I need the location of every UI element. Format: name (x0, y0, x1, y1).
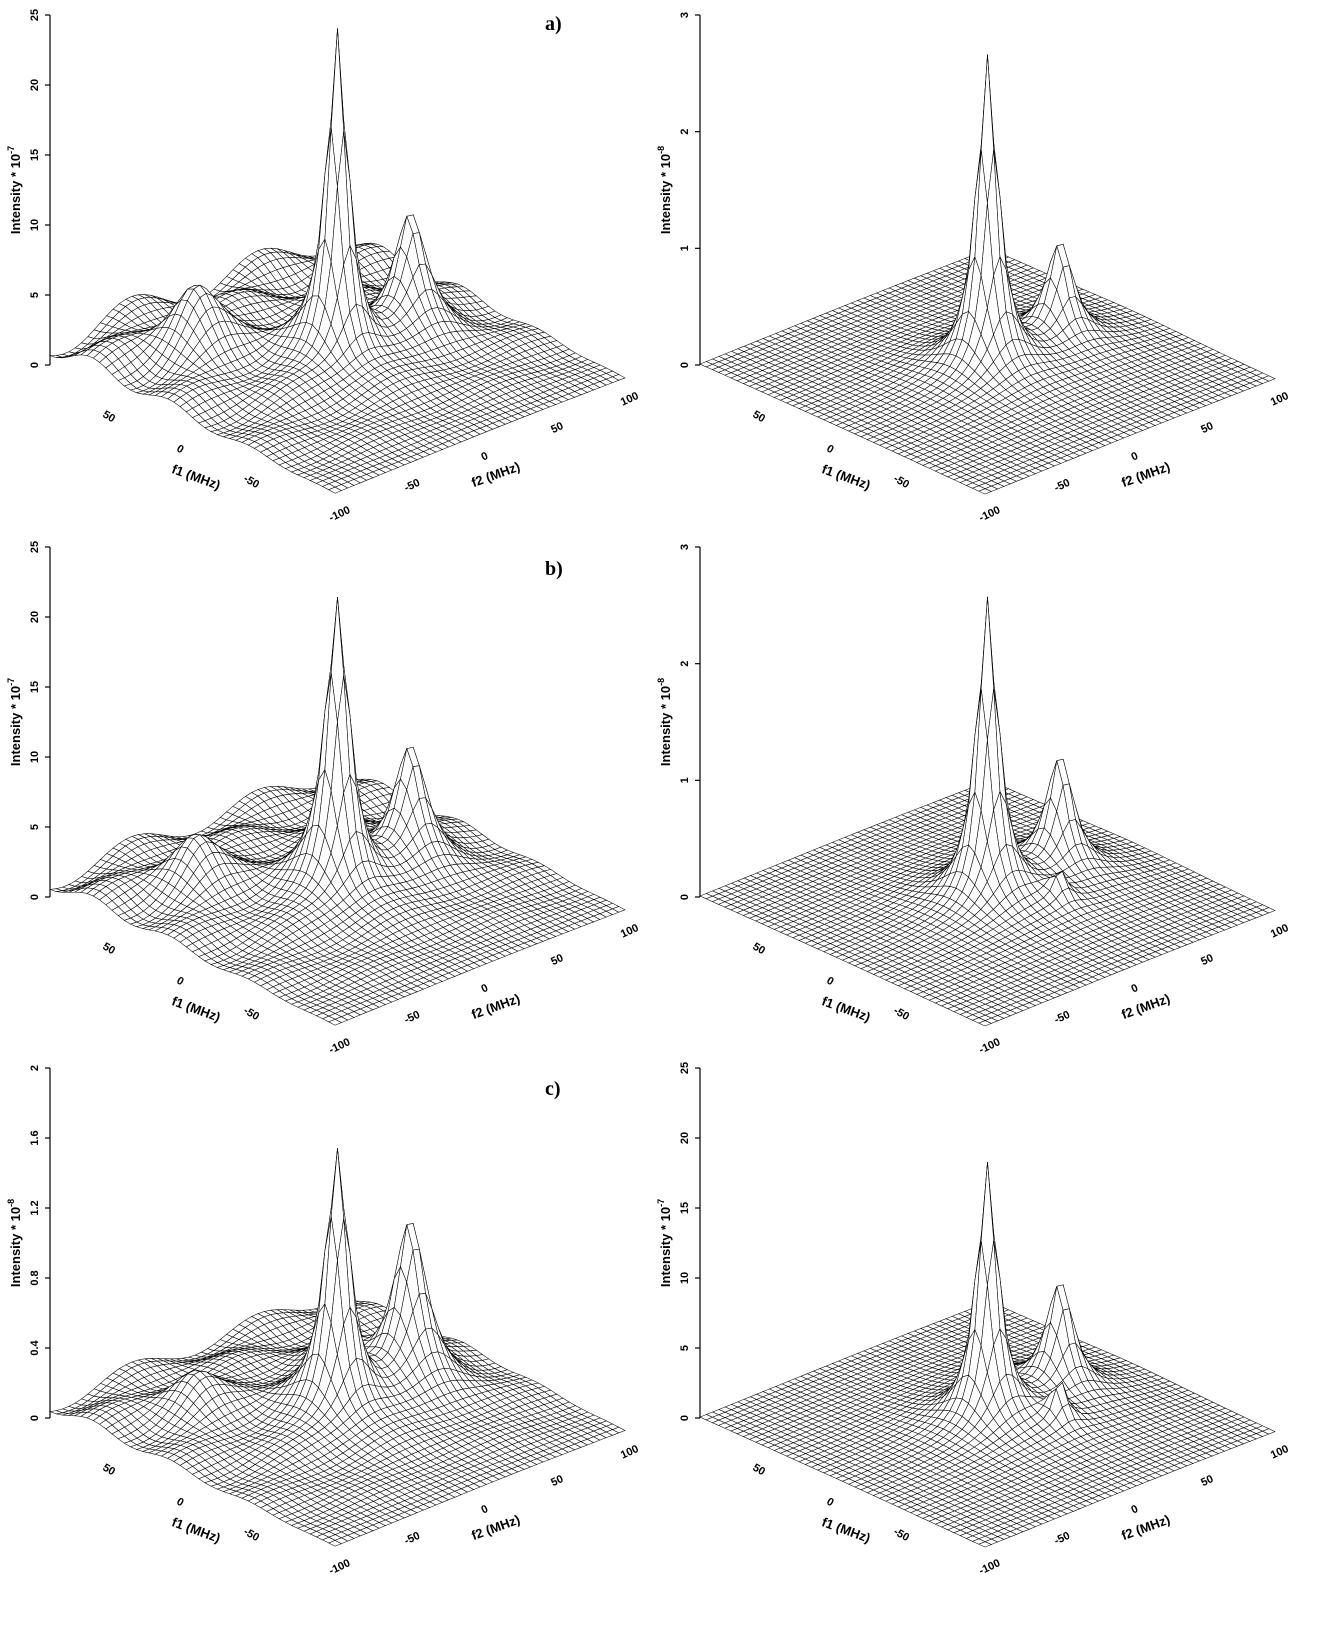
f2-tick-label: 100 (619, 390, 641, 409)
z-tick-label: 10 (29, 751, 41, 763)
z-tick-label: 25 (29, 9, 41, 21)
z-tick-label: 2 (679, 129, 691, 135)
f2-tick-label: -50 (1052, 477, 1071, 495)
z-axis-title: Intensity * 10-8 (656, 146, 673, 234)
f1-axis-title: f1 (MHz) (820, 461, 873, 492)
f1-tick-label: 0 (174, 443, 185, 456)
z-tick-label: 10 (29, 219, 41, 231)
f1-tick-label: -50 (891, 473, 911, 491)
z-tick-label: 20 (29, 611, 41, 623)
z-tick-label: 3 (679, 12, 691, 18)
z-tick-label: 15 (29, 681, 41, 693)
panel-label: a) (545, 13, 562, 35)
f1-tick-label: 50 (100, 409, 117, 426)
f2-axis-title: f2 (MHz) (469, 459, 522, 490)
z-axis-title: Intensity * 10-7 (6, 146, 23, 234)
z-tick-label: 20 (29, 79, 41, 91)
surface-mesh (699, 54, 1276, 495)
z-tick-label: 0 (29, 894, 41, 900)
z-tick-label: 0 (679, 362, 691, 368)
f1-tick-label: -50 (241, 473, 261, 491)
f2-tick-label: 50 (549, 420, 565, 436)
f2-tick-label: 100 (1269, 390, 1291, 409)
f2-tick-label: 0 (1129, 450, 1140, 463)
z-axis-title: Intensity * 10-7 (6, 678, 23, 766)
surface-mesh (49, 597, 626, 1026)
f2-tick-label: 0 (479, 450, 490, 463)
surface-mesh (49, 28, 626, 494)
surface-panel-1: 0 1 2 3 Intensity * 10-8 50 0 -50 f1 (MHz) -100 -5… (656, 12, 1291, 524)
z-tick-label: 25 (29, 541, 41, 553)
f1-axis-title: f1 (MHz) (170, 461, 223, 492)
f2-tick-label: -100 (977, 504, 1002, 524)
f2-tick-label: -100 (327, 504, 352, 524)
f1-tick-label: 50 (750, 409, 767, 426)
z-tick-label: 5 (29, 824, 41, 830)
f2-tick-label: 50 (1199, 420, 1215, 436)
z-tick-label: 1 (679, 245, 691, 251)
z-tick-label: 5 (29, 292, 41, 298)
f2-axis-title: f2 (MHz) (1119, 459, 1172, 490)
surface-panel-0: 0 5 10 15 20 25 Intensity * 10-7 50 0 -50 f1 (MHz)… (6, 9, 641, 524)
z-tick-label: 15 (29, 149, 41, 161)
f2-tick-label: -50 (402, 477, 421, 495)
z-tick-label: 0 (29, 362, 41, 368)
f1-tick-label: 0 (824, 443, 835, 456)
